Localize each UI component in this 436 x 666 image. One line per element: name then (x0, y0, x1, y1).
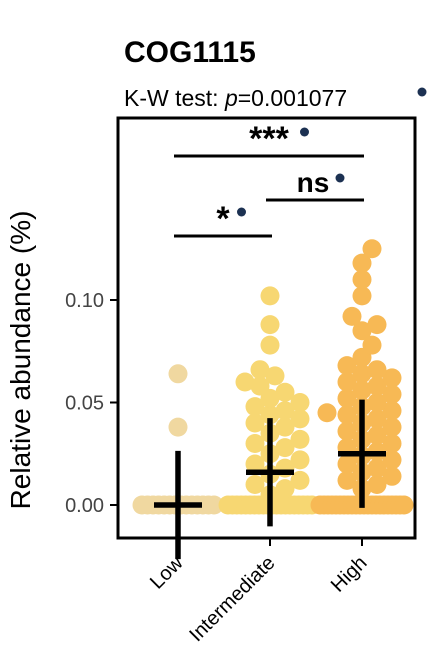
data-point (235, 372, 255, 392)
data-point (352, 321, 372, 341)
data-point (265, 366, 285, 386)
x-tick-label: Intermediate (185, 552, 279, 646)
data-point (382, 450, 402, 470)
plot-panel (116, 116, 417, 540)
data-point (275, 438, 295, 458)
data-point (382, 401, 402, 421)
data-point (204, 495, 224, 515)
data-point (275, 382, 295, 402)
data-point (290, 450, 310, 470)
data-point (290, 470, 310, 490)
data-point (317, 403, 337, 423)
data-point (290, 429, 310, 449)
data-point (382, 368, 402, 388)
chart-subtitle: K-W test: p=0.001077 (124, 85, 347, 111)
data-point (337, 372, 357, 392)
data-point (275, 417, 295, 437)
significance-label: ns (297, 167, 330, 198)
y-axis: 0.00 0.05 0.10 (65, 290, 118, 517)
data-point (382, 434, 402, 453)
data-point (367, 409, 387, 429)
data-point (260, 335, 280, 355)
data-point (168, 364, 188, 384)
data-point (367, 393, 387, 412)
data-point (250, 360, 270, 380)
data-point (352, 286, 372, 306)
data-point (260, 405, 280, 425)
y-tick-label: 0.10 (65, 290, 104, 312)
data-point (275, 479, 295, 499)
x-tick-label: High (327, 552, 372, 597)
subtitle-prefix: K-W test: (124, 85, 225, 111)
data-point (367, 360, 387, 380)
data-point (337, 421, 357, 441)
data-point (337, 356, 357, 376)
data-point (250, 376, 270, 396)
data-point (352, 253, 372, 273)
data-point (394, 495, 414, 515)
data-point (362, 335, 382, 355)
data-point (367, 425, 387, 445)
data-point (352, 364, 372, 384)
significance-label: * (216, 200, 230, 238)
data-points (132, 239, 414, 515)
data-point (290, 409, 310, 429)
data-point (275, 401, 295, 421)
data-point (168, 417, 188, 437)
data-point (337, 454, 357, 474)
significance-dot-marker (237, 207, 246, 217)
data-point (260, 286, 280, 306)
significance-brackets: * ns *** (174, 120, 364, 238)
data-point (337, 388, 357, 408)
data-point (367, 475, 387, 494)
y-tick-label: 0.00 (65, 495, 104, 517)
data-point (245, 475, 265, 494)
data-point (245, 413, 265, 433)
data-point (382, 466, 402, 486)
significance-dot-marker (335, 173, 345, 183)
subtitle-p-symbol: p (224, 85, 238, 111)
data-point (245, 434, 265, 453)
data-point (337, 405, 357, 425)
y-tick-label: 0.05 (65, 393, 104, 415)
y-axis-title: Relative abundance (%) (5, 211, 36, 510)
chart-title: COG1115 (124, 36, 256, 69)
data-point (362, 239, 382, 259)
data-point (367, 376, 387, 396)
data-point (382, 384, 402, 404)
data-point (342, 306, 362, 326)
subtitle-p-value: =0.001077 (238, 85, 347, 111)
data-point (337, 470, 357, 490)
data-point (290, 393, 310, 412)
x-tick-label: Low (146, 552, 188, 594)
data-point (367, 458, 387, 478)
significance-label: *** (249, 120, 289, 158)
data-point (382, 417, 402, 437)
data-point (260, 315, 280, 335)
data-point (367, 315, 387, 335)
subtitle-dot-marker (417, 87, 427, 97)
data-point (245, 397, 265, 417)
data-point (352, 380, 372, 400)
data-point (245, 454, 265, 474)
significance-dot-marker (300, 127, 309, 137)
data-point (352, 270, 372, 289)
